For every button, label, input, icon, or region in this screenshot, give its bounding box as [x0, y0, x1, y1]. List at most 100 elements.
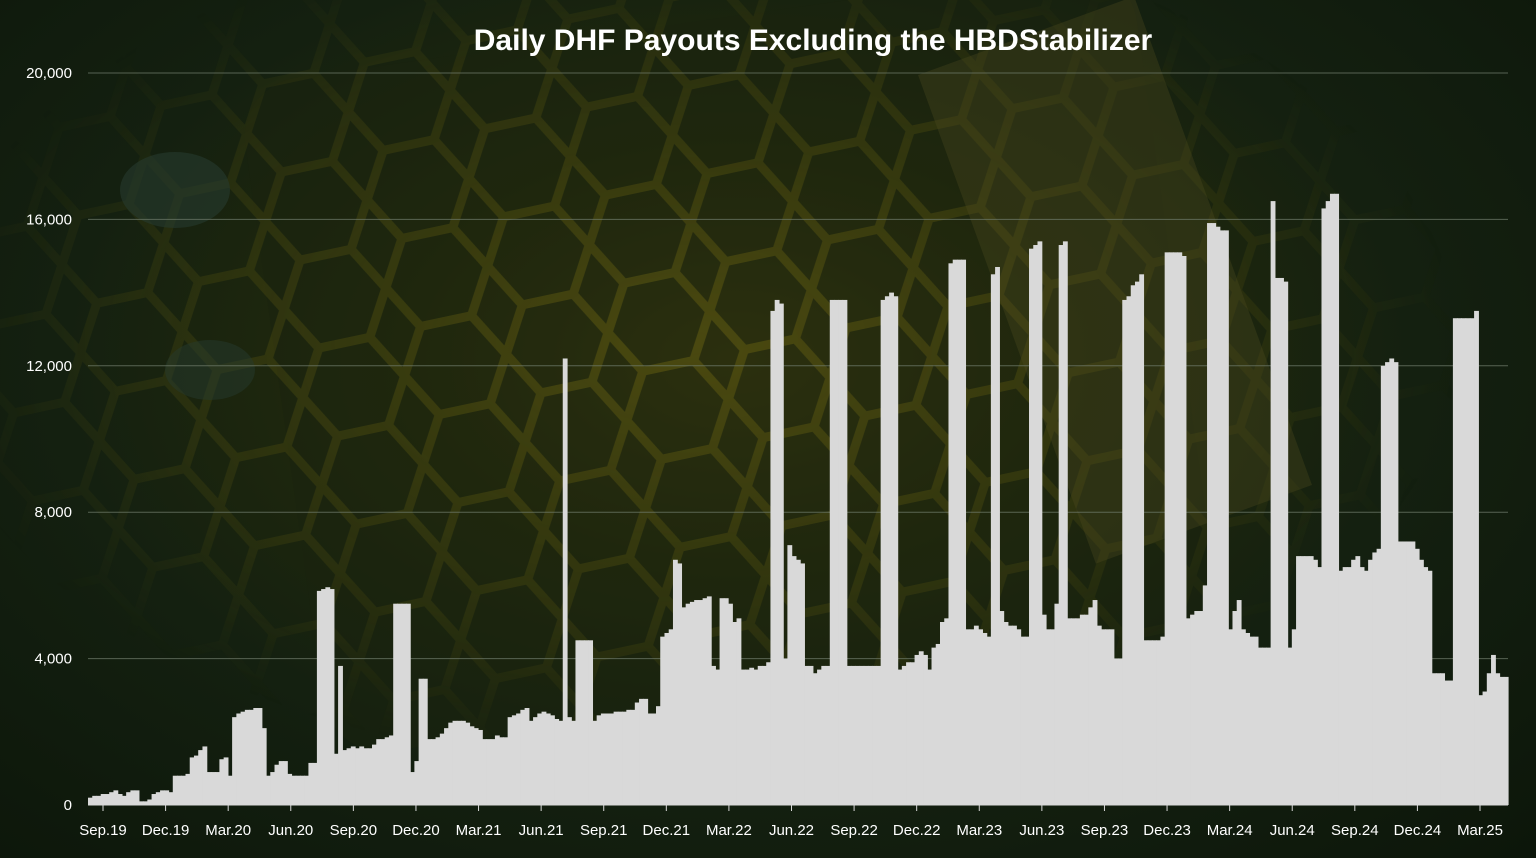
- bar: [1003, 622, 1009, 805]
- bar: [257, 708, 263, 805]
- bar: [545, 713, 551, 805]
- bar: [422, 678, 428, 805]
- bar: [1151, 640, 1157, 805]
- bar: [736, 618, 742, 805]
- bar: [1228, 629, 1234, 805]
- bar: [1240, 629, 1246, 805]
- bar: [1296, 556, 1301, 805]
- bar: [1139, 274, 1145, 805]
- bar: [325, 587, 331, 805]
- y-axis: 0 4,000 8,000 12,000 16,000 20,000: [26, 65, 72, 814]
- bar: [588, 640, 594, 805]
- bar: [834, 299, 839, 805]
- bar: [838, 299, 844, 805]
- bar: [634, 702, 640, 805]
- bar: [1109, 629, 1115, 805]
- bar: [266, 775, 271, 805]
- bar: [1156, 640, 1162, 805]
- bar: [906, 662, 911, 805]
- bar: [321, 589, 326, 805]
- bar: [897, 669, 903, 805]
- bar: [965, 629, 971, 805]
- bar: [1101, 629, 1106, 805]
- bar: [117, 794, 123, 805]
- bar: [918, 651, 924, 805]
- bar: [1313, 559, 1318, 805]
- bar: [494, 735, 500, 805]
- bar: [537, 713, 543, 805]
- bar: [193, 755, 199, 805]
- bar: [1482, 691, 1488, 805]
- bar: [808, 665, 814, 805]
- bar: [952, 259, 958, 805]
- bar: [1495, 673, 1501, 805]
- bar: [1321, 208, 1327, 806]
- bar: [605, 713, 610, 805]
- bar: [1389, 358, 1395, 805]
- bar: [626, 709, 632, 805]
- bar: [465, 722, 471, 805]
- bar: [278, 761, 284, 805]
- bar: [113, 790, 119, 805]
- bar: [397, 603, 403, 805]
- bar: [694, 600, 699, 805]
- x-tick-label: Mar.22: [706, 822, 752, 839]
- bar: [566, 717, 572, 805]
- bar: [244, 709, 250, 805]
- bar: [240, 711, 246, 805]
- bar: [405, 603, 411, 805]
- bar: [160, 790, 165, 805]
- bar: [1359, 567, 1365, 805]
- bar: [1024, 636, 1030, 805]
- bar: [1168, 252, 1174, 806]
- bar: [1308, 556, 1314, 805]
- bar: [1355, 556, 1361, 805]
- x-tick-label: Mar.25: [1457, 822, 1503, 839]
- bar: [842, 299, 848, 805]
- bar: [1376, 548, 1382, 805]
- y-tick-label: 20,000: [26, 65, 72, 82]
- bar: [185, 773, 191, 805]
- bar: [1414, 548, 1420, 805]
- bar: [821, 665, 827, 805]
- x-tick-label: Jun.23: [1019, 822, 1064, 839]
- bar: [1118, 658, 1123, 805]
- bar: [571, 720, 577, 805]
- bar: [232, 717, 237, 805]
- bar: [672, 559, 678, 805]
- bar: [1486, 673, 1492, 805]
- x-tick-label: Sep.20: [330, 822, 378, 839]
- bar: [486, 739, 492, 805]
- bar: [1423, 567, 1429, 805]
- bar: [715, 669, 721, 805]
- bar: [1236, 600, 1242, 805]
- bar: [1130, 285, 1136, 805]
- bar: [999, 611, 1005, 805]
- bar: [1444, 680, 1450, 805]
- bar: [795, 559, 801, 805]
- bar: [401, 603, 407, 805]
- bar: [388, 735, 394, 805]
- bar: [1134, 281, 1140, 805]
- x-tick-label: Sep.24: [1331, 822, 1379, 839]
- bar: [1257, 647, 1263, 805]
- bar: [435, 737, 441, 805]
- bar: [740, 669, 746, 805]
- bar: [448, 722, 454, 805]
- bar: [346, 748, 352, 805]
- bar: [1007, 625, 1013, 805]
- bar: [482, 739, 488, 805]
- x-tick-label: Dec.21: [643, 822, 691, 839]
- bar: [668, 629, 674, 805]
- bar: [1016, 629, 1022, 805]
- bar: [92, 795, 98, 805]
- bar: [592, 720, 598, 805]
- bar: [778, 303, 784, 805]
- bar: [791, 556, 797, 805]
- bar: [812, 673, 818, 805]
- x-tick-label: Mar.21: [456, 822, 502, 839]
- bar: [469, 726, 475, 805]
- x-tick-label: Dec.22: [893, 822, 941, 839]
- bar: [910, 662, 916, 805]
